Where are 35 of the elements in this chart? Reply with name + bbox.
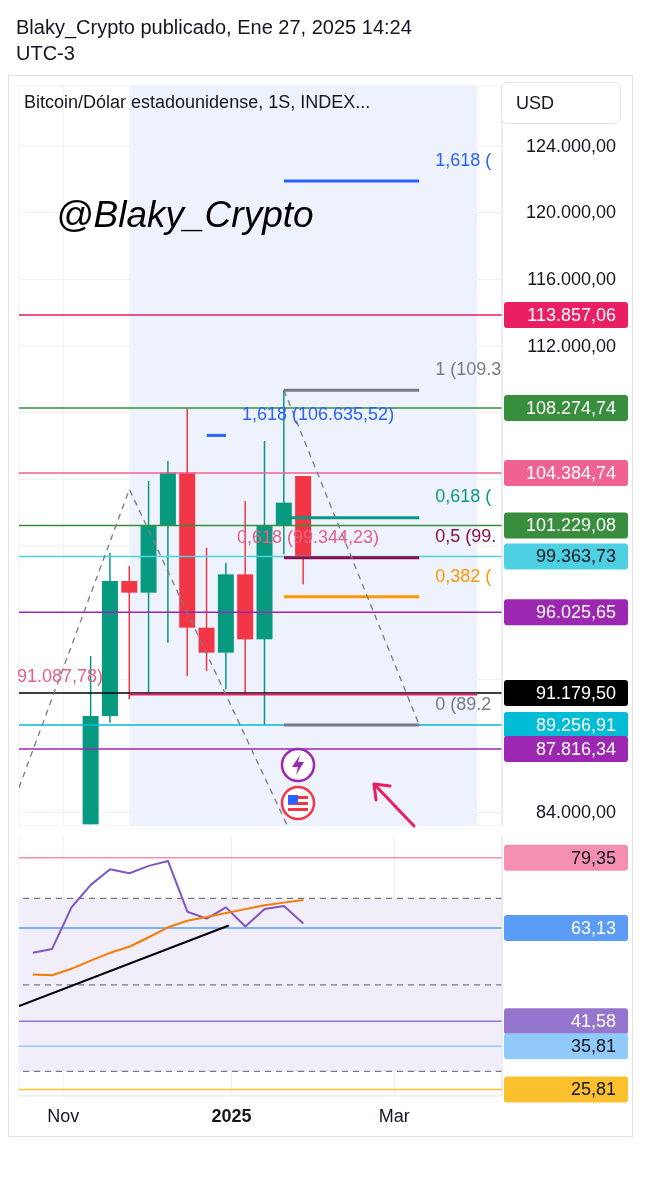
y-tick-label: 112.000,00 bbox=[527, 335, 616, 356]
line-series bbox=[31, 860, 305, 954]
y-tick-label: 41,58 bbox=[570, 1010, 616, 1031]
ref-line-label: 99.363,73 bbox=[535, 546, 616, 567]
chart-subtitle: Bitcoin/Dólar estadounidense, 1S, INDEX... bbox=[24, 92, 371, 113]
series-label: 0 (89.2 bbox=[435, 693, 492, 714]
series-label: 0,5 (99. bbox=[435, 526, 497, 547]
series-label: 0,382 ( bbox=[435, 565, 492, 586]
y-tick-label: 25,81 bbox=[570, 1079, 616, 1100]
y-axis-title: USD bbox=[501, 82, 621, 124]
y-tick-label: 63,13 bbox=[570, 917, 616, 938]
candlestick bbox=[121, 565, 138, 701]
x-tick-label: 2025 bbox=[211, 1106, 252, 1126]
ref-line-label: 91.179,50 bbox=[535, 682, 616, 703]
annotation: @Blaky_Crypto bbox=[56, 194, 314, 236]
x-tick-label: Nov bbox=[47, 1106, 80, 1126]
ref-line-label: 108.274,74 bbox=[525, 397, 616, 418]
y-tick-label: 120.000,00 bbox=[525, 202, 616, 223]
ref-line-label: 96.025,65 bbox=[535, 601, 616, 622]
chart-title: Blaky_Crypto publicado, Ene 27, 2025 14:24 UTC-3 bbox=[15, 15, 413, 66]
ref-line-label: 87.816,34 bbox=[535, 738, 616, 759]
series-label: 1,618 ( bbox=[435, 149, 492, 170]
y-tick-label: 124.000,00 bbox=[525, 135, 616, 156]
line-series bbox=[31, 899, 305, 977]
y-tick-label: 116.000,00 bbox=[527, 269, 616, 290]
ref-line-label: 104.384,74 bbox=[525, 462, 616, 483]
series-label: 1 (109.3 bbox=[435, 358, 502, 379]
ref-line-label: 89.256,91 bbox=[535, 714, 616, 735]
x-tick-label: Mar bbox=[378, 1106, 410, 1126]
series-label: 0,618 ( bbox=[435, 486, 492, 507]
ref-line-label: 113.857,06 bbox=[527, 304, 616, 325]
ref-line-label: 101.229,08 bbox=[525, 515, 616, 536]
y-tick-label: 79,35 bbox=[570, 847, 616, 868]
y-tick-label: 84.000,00 bbox=[535, 802, 616, 823]
y-tick-label: 35,81 bbox=[570, 1035, 616, 1056]
